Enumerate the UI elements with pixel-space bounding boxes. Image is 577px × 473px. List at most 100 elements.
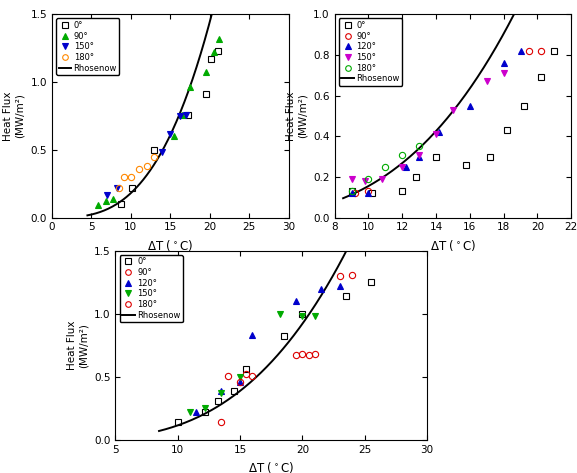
120° [517,48,524,53]
120° [402,164,409,170]
0° [299,311,306,316]
0° [433,154,440,159]
180° [151,154,158,159]
Line: 150°: 150° [187,311,318,415]
0° [118,201,125,207]
90° [202,70,209,75]
180° [312,351,319,357]
0° [243,367,250,372]
120° [365,190,372,196]
120° [193,409,200,415]
180° [249,373,256,378]
180° [415,144,422,149]
90° [102,199,109,204]
0° [214,398,221,403]
0° [463,162,470,167]
90° [186,85,193,90]
120° [415,154,422,159]
120° [466,103,473,108]
Line: 0°: 0° [349,48,557,196]
Y-axis label: Heat Flux
(MW/m²): Heat Flux (MW/m²) [67,321,88,370]
150° [218,390,225,396]
150° [202,405,209,411]
180° [237,379,243,385]
90° [178,112,185,117]
180° [399,152,406,158]
Line: 0°: 0° [175,279,374,425]
150° [348,176,355,182]
150° [449,107,456,113]
90° [537,48,544,53]
X-axis label: $\Delta$T ($^\circ$C): $\Delta$T ($^\circ$C) [430,238,476,253]
180° [128,174,134,180]
Legend: 0°, 90°, 120°, 150°, 180°, Rhosenow: 0°, 90°, 120°, 150°, 180°, Rhosenow [119,255,183,322]
0° [208,56,215,62]
180° [115,185,122,191]
180° [135,166,142,172]
120° [218,388,225,394]
0° [129,185,136,191]
180° [218,420,225,425]
Line: 150°: 150° [349,70,507,184]
150° [237,374,243,380]
90° [305,352,312,358]
0° [504,127,511,133]
0° [537,74,544,80]
Y-axis label: Heat Flux
(MW/m²): Heat Flux (MW/m²) [3,91,25,140]
0° [520,103,527,108]
180° [382,164,389,170]
0° [551,48,558,53]
0° [343,293,350,299]
150° [312,314,319,319]
Legend: 0°, 90°, 150°, 180°, Rhosenow: 0°, 90°, 150°, 180°, Rhosenow [56,18,119,75]
90° [216,36,223,42]
Line: 120°: 120° [349,48,524,196]
Y-axis label: Heat Flux
(MW/m²): Heat Flux (MW/m²) [286,91,308,140]
150° [500,70,507,76]
150° [276,311,283,316]
X-axis label: $\Delta$T ($^\circ$C): $\Delta$T ($^\circ$C) [248,460,294,473]
0° [486,154,493,159]
120° [348,190,355,196]
180° [121,174,128,180]
90° [224,373,231,378]
X-axis label: $\Delta$T ($^\circ$C): $\Delta$T ($^\circ$C) [147,238,193,253]
150° [176,113,183,119]
Line: 180°: 180° [218,351,318,425]
150° [399,164,406,170]
0° [348,188,355,194]
150° [379,176,385,182]
0° [230,388,237,394]
90° [293,352,299,358]
90° [94,202,101,208]
150° [433,131,440,137]
90° [336,273,343,279]
Line: 120°: 120° [193,283,343,415]
180° [143,163,150,169]
90° [365,188,372,194]
90° [349,272,355,278]
0° [174,420,181,425]
150° [159,149,166,155]
Line: 0°: 0° [118,48,220,207]
90° [526,48,533,53]
90° [243,371,250,377]
150° [415,152,422,158]
Line: 180°: 180° [116,153,158,191]
0° [399,188,406,194]
150° [484,79,490,84]
150° [187,409,194,415]
0° [413,174,419,180]
90° [210,49,217,55]
180° [365,176,372,182]
120° [436,129,443,135]
Line: 180°: 180° [349,143,422,194]
150° [299,314,306,319]
120° [317,286,324,291]
90° [110,196,117,201]
0° [184,112,191,117]
Legend: 0°, 90°, 120°, 150°, 180°, Rhosenow: 0°, 90°, 120°, 150°, 180°, Rhosenow [339,18,402,86]
180° [348,188,355,194]
0° [202,91,209,97]
150° [113,185,120,191]
